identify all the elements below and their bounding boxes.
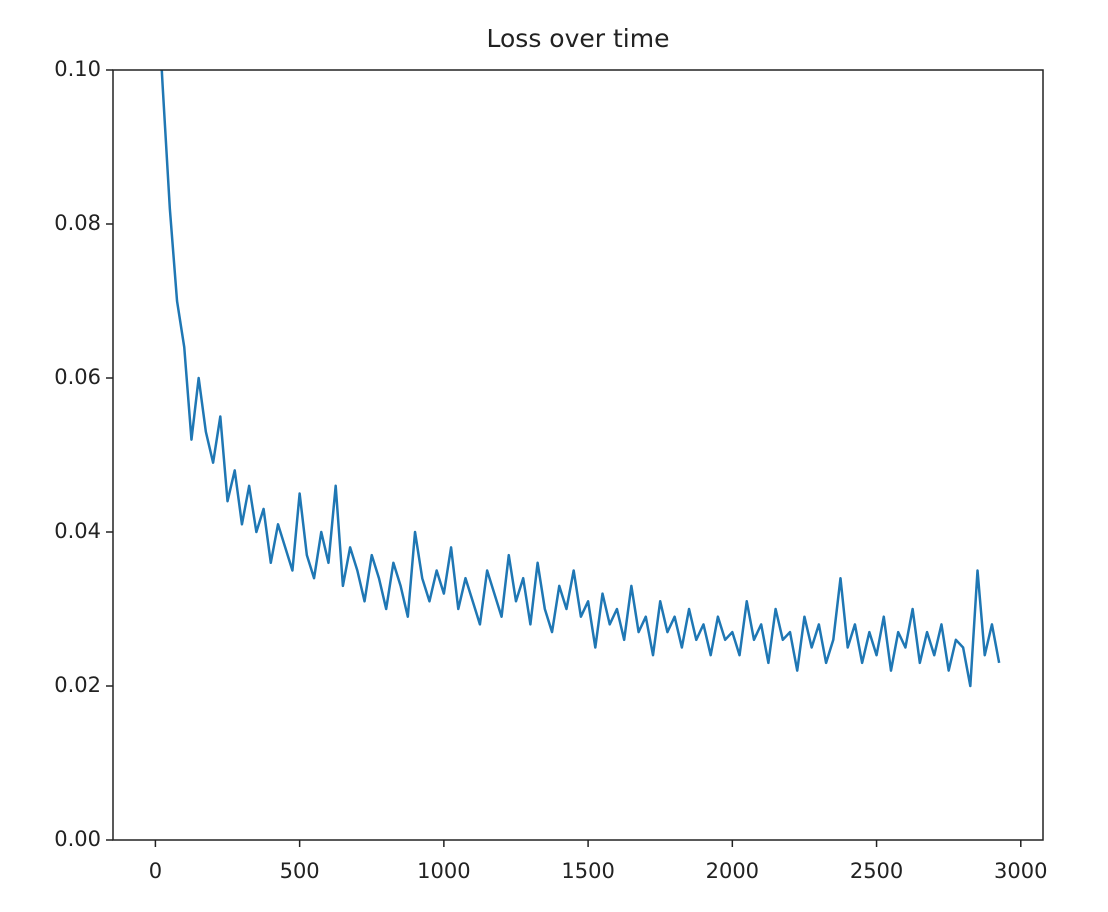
y-tick-label: 0.10 (54, 57, 101, 81)
y-tick-label: 0.06 (54, 365, 101, 389)
x-tick-label: 1000 (417, 859, 470, 883)
plot-frame (112, 69, 1044, 841)
x-tick-label: 1500 (561, 859, 614, 883)
x-tick-label: 2500 (850, 859, 903, 883)
y-tick-label: 0.08 (54, 211, 101, 235)
x-tick-label: 3000 (994, 859, 1047, 883)
loss-line (160, 70, 1001, 688)
x-tick-label: 500 (280, 859, 320, 883)
x-tick-label: 0 (149, 859, 162, 883)
y-tick-label: 0.00 (54, 827, 101, 851)
y-tick-label: 0.02 (54, 673, 101, 697)
chart-title: Loss over time (487, 24, 670, 53)
x-tick-label: 2000 (706, 859, 759, 883)
y-tick-label: 0.04 (54, 519, 101, 543)
